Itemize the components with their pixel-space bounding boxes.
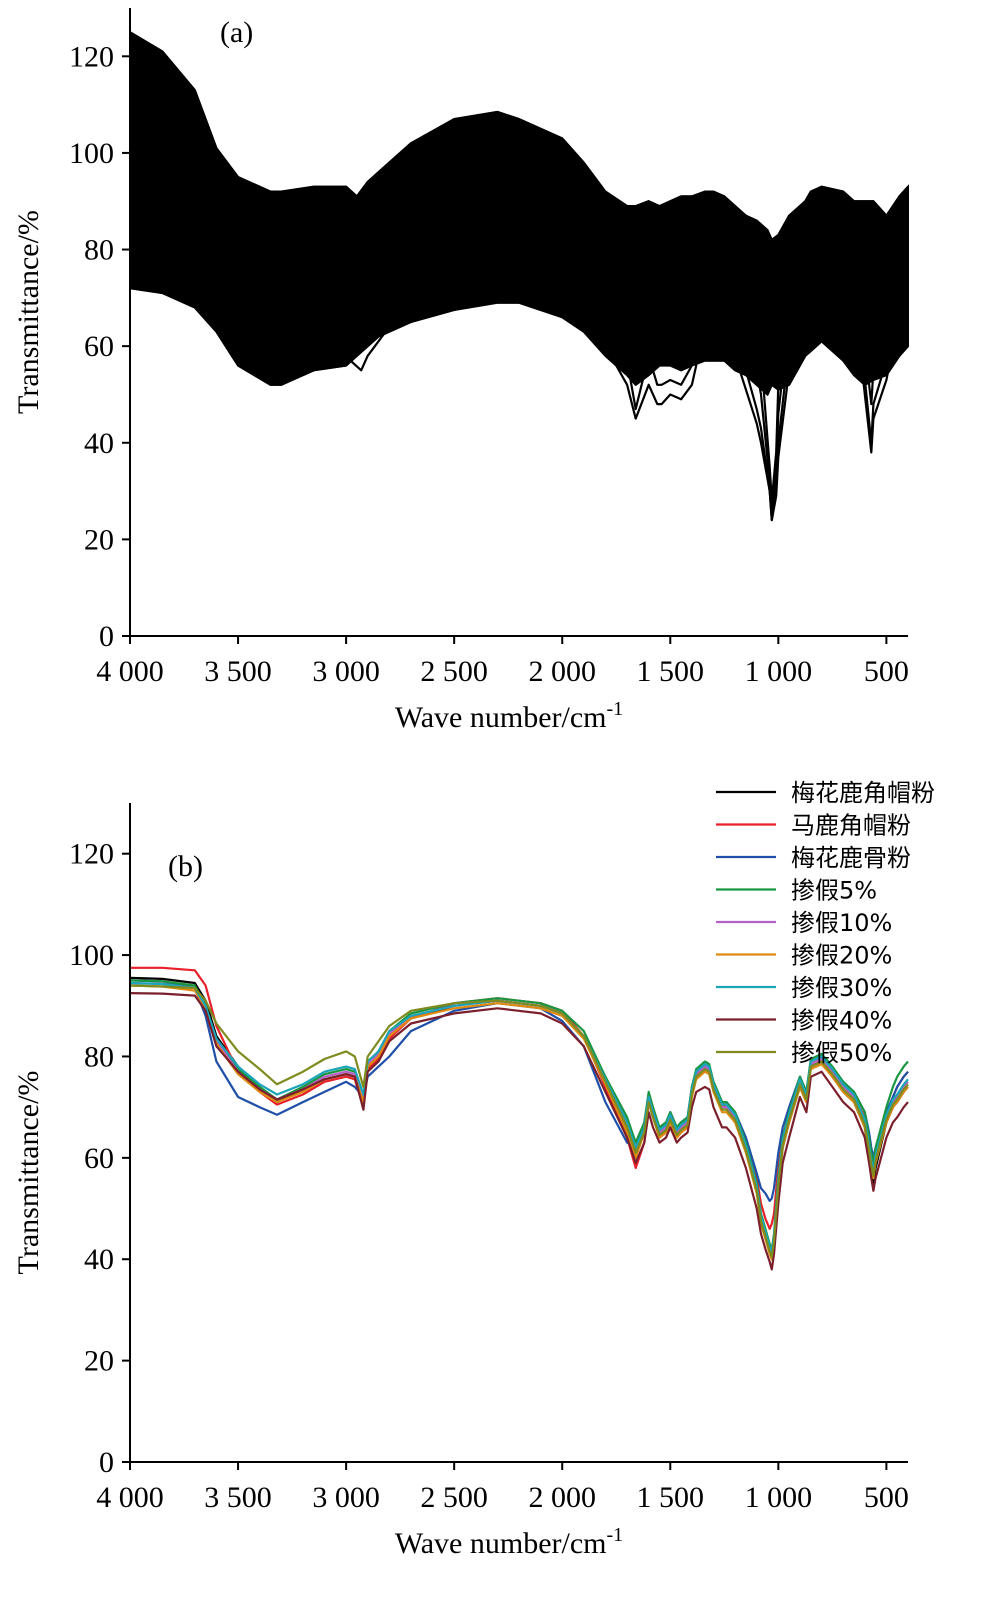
x-tick-label: 2 500 xyxy=(420,1481,488,1514)
y-tick-label: 40 xyxy=(84,427,114,460)
x-tick-label: 2 500 xyxy=(420,655,488,688)
x-tick-label: 4 000 xyxy=(96,1481,164,1514)
y-tick-label: 80 xyxy=(84,234,114,267)
legend-label: 梅花鹿骨粉 xyxy=(791,844,911,872)
spectrum-line xyxy=(129,103,909,502)
x-axis-title-text: Wave number/cm xyxy=(395,1527,607,1560)
x-tick-label: 500 xyxy=(864,1481,909,1514)
x-tick-label: 1 500 xyxy=(637,1481,705,1514)
y-tick-label: 40 xyxy=(84,1243,114,1276)
legend-label: 马鹿角帽粉 xyxy=(791,812,911,840)
legend-label: 掺假50% xyxy=(791,1039,892,1067)
y-ticks: 0 20 40 60 80 100 120 xyxy=(69,838,130,1479)
y-tick-label: 60 xyxy=(84,1142,114,1175)
x-tick-label: 3 000 xyxy=(312,1481,380,1514)
x-axis-title-superscript: -1 xyxy=(607,698,624,720)
y-tick-label: 80 xyxy=(84,1040,114,1073)
x-tick-label: 3 000 xyxy=(312,655,380,688)
legend-label: 掺假30% xyxy=(791,974,892,1002)
legend-label: 掺假10% xyxy=(791,909,892,937)
series-line xyxy=(129,992,909,1271)
x-tick-label: 1 000 xyxy=(745,1481,813,1514)
x-axis-title: Wave number/cm-1 xyxy=(395,698,623,734)
x-tick-label: 3 500 xyxy=(204,655,272,688)
y-tick-label: 100 xyxy=(69,137,114,170)
legend-label: 掺假5% xyxy=(791,877,877,905)
y-tick-label: 20 xyxy=(84,523,114,556)
legend-label: 掺假40% xyxy=(791,1007,892,1035)
y-axis-title: Transmittance/% xyxy=(12,1071,45,1275)
panel-label: (b) xyxy=(168,850,203,883)
y-ticks: 0 20 40 60 80 100 120 xyxy=(69,40,130,653)
y-tick-label: 120 xyxy=(69,838,114,871)
x-axis-title: Wave number/cm-1 xyxy=(395,1524,623,1560)
x-tick-label: 2 000 xyxy=(528,1481,596,1514)
x-tick-label: 4 000 xyxy=(96,655,164,688)
x-axis-title-superscript: -1 xyxy=(607,1524,624,1546)
spectrum-line xyxy=(129,151,909,517)
y-axis-title: Transmittance/% xyxy=(12,210,45,414)
x-ticks: 4 000 3 500 3 000 2 500 2 000 1 500 1 000 500 xyxy=(96,636,909,688)
spectrum-line xyxy=(129,238,909,522)
x-tick-label: 3 500 xyxy=(204,1481,272,1514)
y-tick-label: 100 xyxy=(69,939,114,972)
legend-label: 掺假20% xyxy=(791,942,892,970)
y-tick-label: 0 xyxy=(99,1446,114,1479)
x-tick-label: 500 xyxy=(864,655,909,688)
spectrum-line xyxy=(129,200,909,522)
series-line xyxy=(129,984,909,1258)
x-tick-label: 1 000 xyxy=(745,655,813,688)
spectra-upper-line xyxy=(129,31,909,241)
y-tick-label: 60 xyxy=(84,330,114,363)
panel-label: (a) xyxy=(220,16,253,49)
x-tick-label: 1 500 xyxy=(637,655,705,688)
x-axis-title-text: Wave number/cm xyxy=(395,701,607,734)
y-tick-label: 120 xyxy=(69,40,114,73)
series-line xyxy=(129,981,909,1253)
spectra-lines xyxy=(129,103,909,522)
y-tick-label: 20 xyxy=(84,1345,114,1378)
x-ticks: 4 000 3 500 3 000 2 500 2 000 1 500 1 000 500 xyxy=(96,1462,909,1514)
y-tick-label: 0 xyxy=(99,620,114,653)
chart-panel-b: 4 000 3 500 3 000 2 500 2 000 1 500 1 000 500 0… xyxy=(12,779,935,1560)
legend-label: 梅花鹿角帽粉 xyxy=(791,779,935,807)
spectra-lower-line xyxy=(129,287,909,396)
chart-panel-a: 4 000 3 500 3 000 2 500 2 000 1 500 1 000 500 0… xyxy=(12,8,909,734)
spectra-lines xyxy=(129,966,909,1271)
x-tick-label: 2 000 xyxy=(528,655,596,688)
